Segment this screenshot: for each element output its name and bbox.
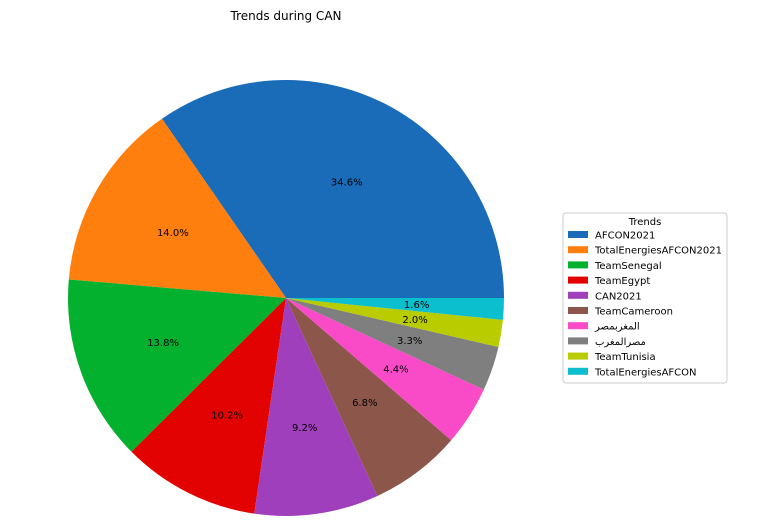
pie-slice — [161, 79, 504, 298]
legend-swatch — [568, 322, 588, 330]
legend-swatch — [568, 276, 588, 284]
pie-slice — [68, 279, 286, 452]
legend-label: CAN2021 — [595, 291, 642, 302]
legend-title: Trends — [628, 217, 662, 228]
legend-label: TeamSenegal — [594, 261, 662, 272]
legend-swatch — [568, 231, 588, 238]
legend-label: AFCON2021 — [595, 231, 655, 242]
slice-percent-label: 6.8% — [352, 398, 377, 409]
pie-slice — [131, 298, 286, 514]
legend-swatch — [568, 352, 588, 360]
percent-labels: 34.6% 14.0% 13.8% 10.2% 9.2% 6.8% 4.4% 3.3% 2.0%… — [147, 178, 429, 434]
legend-label: TotalEnergiesAFCON2021 — [594, 246, 722, 257]
pie-slice — [286, 298, 484, 441]
legend-label: TeamTunisia — [594, 352, 656, 363]
pie-slice — [68, 118, 286, 299]
legend-swatch — [568, 307, 588, 314]
legend-label: TeamEgypt — [594, 276, 650, 287]
slice-percent-label: 13.8% — [147, 338, 179, 349]
legend-swatch — [568, 367, 588, 375]
legend: Trends AFCON2021 TotalEnergiesAFCON2021 Te… — [562, 212, 728, 384]
slice-percent-label: 9.2% — [292, 423, 317, 434]
slice-percent-label: 4.4% — [383, 364, 408, 375]
pie-slice — [286, 298, 504, 320]
legend-items: AFCON2021 TotalEnergiesAFCON2021 TeamSeneg… — [568, 231, 722, 378]
slice-percent-label: 14.0% — [157, 228, 189, 239]
legend-label: مصرالمغرب — [595, 337, 646, 348]
legend-swatch — [568, 246, 588, 254]
legend-label: TeamCameroon — [594, 307, 673, 318]
pie-slice — [286, 298, 503, 347]
pie-slice — [286, 298, 499, 390]
slice-percent-label: 2.0% — [402, 315, 427, 326]
slice-percent-label: 34.6% — [331, 178, 363, 189]
pie-slice — [286, 298, 452, 496]
legend-swatch — [568, 337, 588, 345]
legend-label: المغربمصر — [594, 322, 640, 333]
slice-percent-label: 1.6% — [404, 300, 429, 311]
legend-box — [562, 212, 728, 384]
slice-percent-label: 10.2% — [211, 410, 243, 421]
chart-title: Trends during CAN — [230, 9, 342, 23]
pie-slices — [68, 79, 504, 516]
slice-percent-label: 3.3% — [397, 336, 422, 347]
legend-label: TotalEnergiesAFCON — [594, 367, 697, 378]
legend-swatch — [568, 291, 588, 299]
legend-swatch — [568, 261, 588, 269]
pie-slice — [254, 298, 378, 516]
